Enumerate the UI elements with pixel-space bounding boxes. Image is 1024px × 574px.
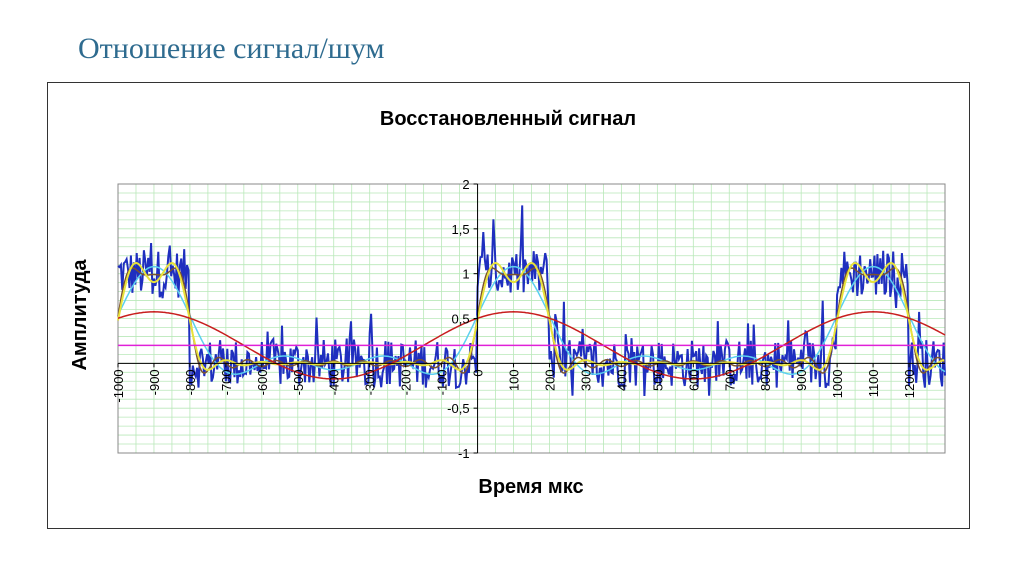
x-tick-label: 300	[578, 369, 593, 391]
chart-frame: Восстановленный сигнал Время мкс Амплиту…	[47, 82, 970, 529]
x-tick-label: -800	[183, 369, 198, 395]
x-tick-label: -200	[399, 369, 414, 395]
y-tick-label: -0,5	[447, 401, 469, 416]
y-tick-label: 1,5	[451, 222, 469, 237]
series-brown-line	[117, 267, 945, 374]
x-tick-label: 500	[650, 369, 665, 391]
signal-chart: Восстановленный сигнал Время мкс Амплиту…	[69, 108, 946, 498]
x-tick-label: 1000	[830, 369, 845, 398]
series-red-line	[117, 311, 946, 380]
x-tick-label: 100	[507, 369, 522, 391]
x-tick-label: -300	[363, 369, 378, 395]
x-tick-label: 1100	[866, 369, 881, 397]
x-tick-label: 200	[542, 369, 557, 391]
x-tick-label: -100	[435, 369, 450, 395]
x-tick-label: -600	[255, 369, 270, 395]
x-tick-label: 600	[686, 369, 701, 391]
y-axis-label: Амплитуда	[69, 259, 91, 371]
x-tick-label: 900	[794, 369, 809, 391]
y-tick-label: 1	[462, 267, 469, 282]
plot-area: 21,510,5-0,5-1-1000 -900 -800 -700 -600 -500-…	[111, 177, 946, 461]
series-yellow-line	[117, 261, 945, 371]
x-tick-label: 400	[614, 369, 629, 391]
x-tick-label: 700	[722, 369, 737, 391]
x-tick-label: 0	[471, 369, 486, 376]
x-tick-label: 1200	[902, 369, 917, 398]
chart-title: Восстановленный сигнал	[380, 108, 636, 130]
x-tick-label: -400	[327, 369, 342, 395]
series-cyan-line	[117, 265, 946, 375]
y-tick-label: 2	[462, 177, 469, 192]
x-tick-label: 800	[758, 369, 773, 391]
x-tick-label: -1000	[111, 369, 126, 402]
slide-title: Отношение сигнал/шум	[78, 32, 385, 65]
x-axis-label: Время мкс	[478, 476, 583, 498]
x-tick-label: -700	[219, 369, 234, 395]
y-tick-label: -1	[458, 446, 470, 461]
x-tick-label: -900	[147, 369, 162, 395]
x-tick-label: -500	[291, 369, 306, 395]
series-noisy-line	[117, 205, 946, 397]
y-tick-label: 0,5	[451, 312, 469, 327]
